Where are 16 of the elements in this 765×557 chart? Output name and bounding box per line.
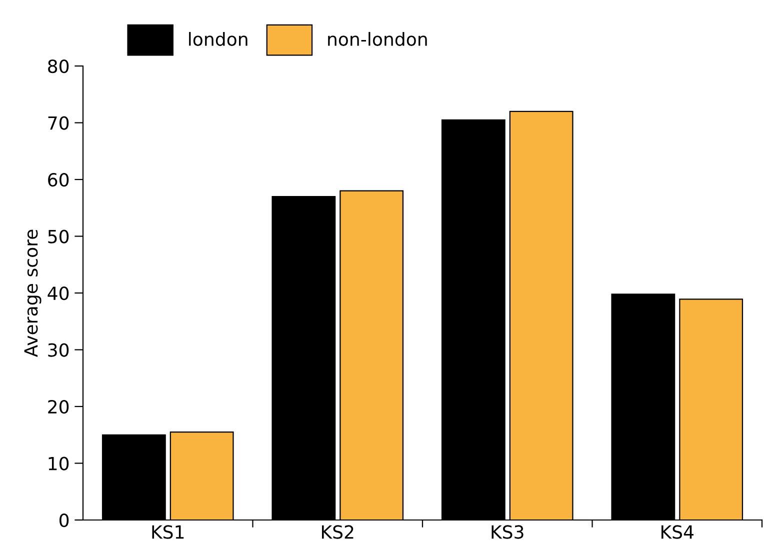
y-tick-label: 10 — [48, 456, 69, 470]
y-tick-label: 70 — [48, 116, 69, 130]
x-tick-label: KS3 — [492, 525, 524, 539]
x-tick-label: KS1 — [152, 525, 184, 539]
y-tick-label: 0 — [60, 513, 69, 528]
y-tick-label: 40 — [48, 286, 69, 300]
x-tick-label: KS4 — [662, 525, 694, 539]
y-tick-label: 80 — [48, 59, 69, 74]
y-tick-label: 50 — [48, 230, 69, 244]
y-axis-title: Average score — [24, 230, 42, 358]
legend-label: london — [189, 32, 248, 46]
legend-label: non-london — [328, 32, 427, 46]
y-tick-label: 30 — [48, 343, 69, 357]
x-tick-label: KS2 — [322, 525, 354, 539]
y-tick-label: 20 — [48, 400, 69, 414]
y-tick-label: 60 — [48, 172, 69, 187]
